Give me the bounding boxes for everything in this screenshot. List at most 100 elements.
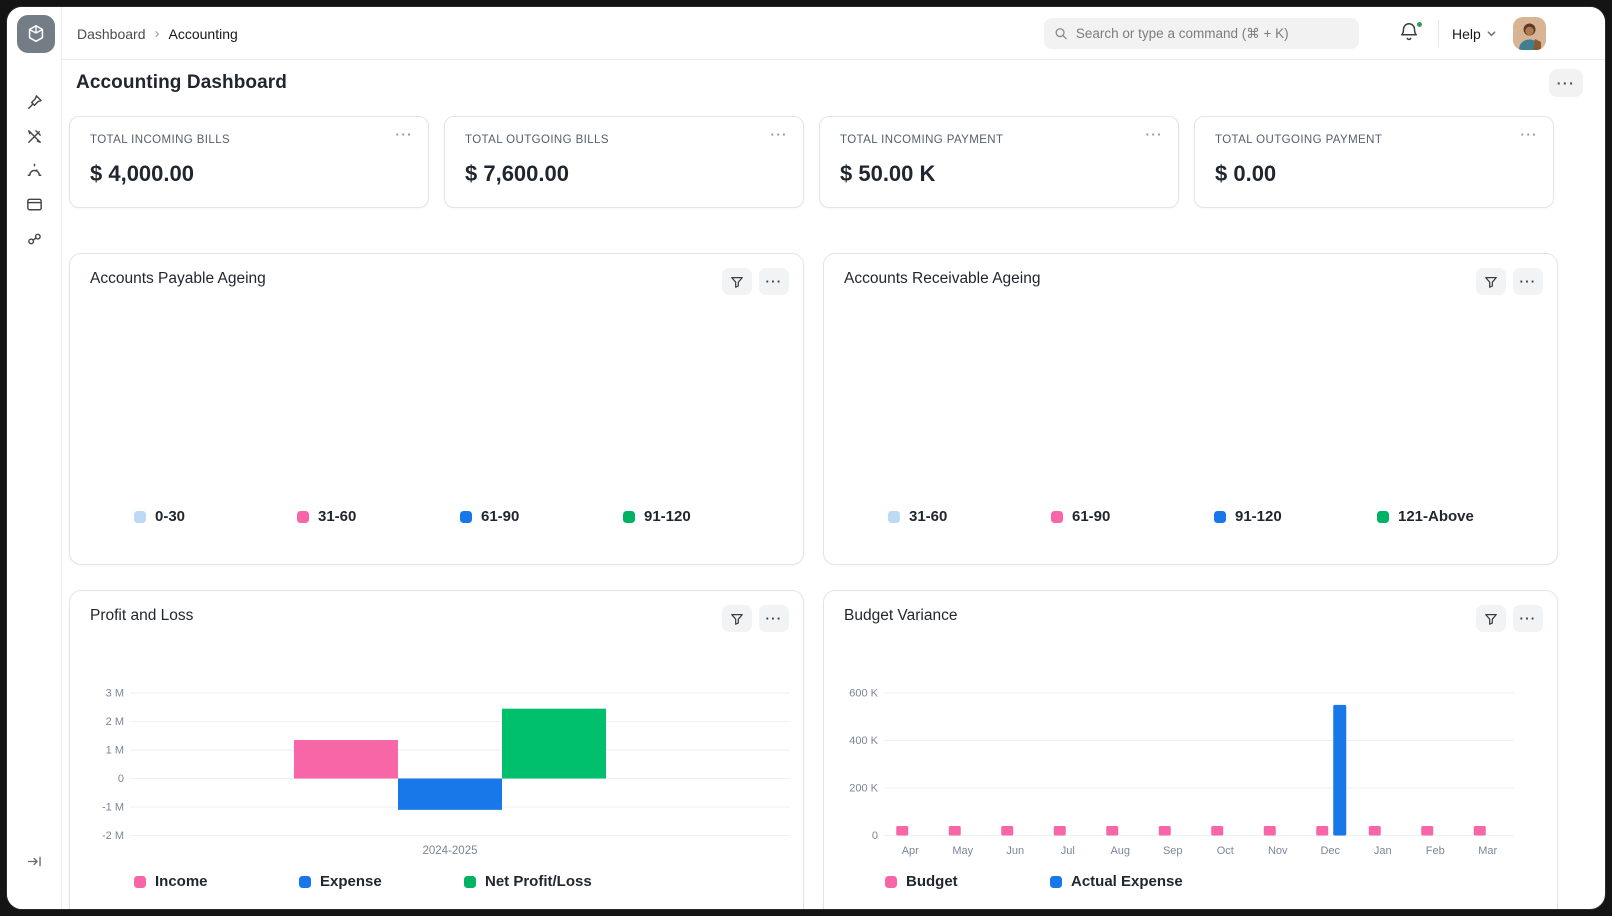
svg-text:-2 M: -2 M [102, 830, 124, 842]
ellipsis-icon: ··· [765, 274, 783, 289]
expand-sidebar-button[interactable] [21, 849, 47, 873]
legend-item: 0-30 [134, 508, 297, 525]
legend-item: 31-60 [297, 508, 460, 525]
legend-swatch [1214, 510, 1226, 523]
ellipsis-icon: ··· [1519, 611, 1537, 626]
sidebar [7, 7, 62, 909]
stat-label: TOTAL INCOMING BILLS [90, 134, 231, 146]
accounts-payable-ageing-card: Accounts Payable Ageing ··· 0-30 31-60 6… [69, 253, 804, 565]
svg-text:3 M: 3 M [106, 688, 124, 700]
chart-menu-button[interactable]: ··· [1513, 605, 1543, 632]
legend-item: 31-60 [888, 508, 1051, 525]
arrow-to-bar-icon [27, 856, 41, 866]
svg-text:1 M: 1 M [106, 745, 124, 757]
svg-text:Jul: Jul [1061, 845, 1075, 857]
legend-swatch [888, 510, 900, 523]
legend-swatch [885, 875, 897, 888]
sidebar-item-connector[interactable] [22, 226, 46, 250]
stat-value: $ 4,000.00 [90, 161, 194, 186]
svg-text:Nov: Nov [1268, 845, 1288, 857]
legend-swatch [464, 875, 476, 888]
bell-icon [1400, 23, 1418, 41]
chart-menu-button[interactable]: ··· [759, 605, 789, 632]
chart-filter-button[interactable] [722, 268, 752, 295]
ellipsis-icon: ··· [1520, 127, 1538, 142]
svg-text:Oct: Oct [1217, 845, 1234, 857]
breadcrumb-dashboard[interactable]: Dashboard [77, 25, 146, 42]
stat-card-total-outgoing-payment: TOTAL OUTGOING PAYMENT $ 0.00 ··· [1194, 116, 1554, 208]
svg-text:2024-2025: 2024-2025 [423, 845, 478, 857]
sidebar-item-bell[interactable] [22, 158, 46, 182]
app-logo[interactable] [17, 15, 55, 53]
chart-legend: Budget Actual Expense [824, 873, 1557, 890]
funnel-icon [731, 276, 743, 288]
card-menu-button[interactable]: ··· [1521, 127, 1539, 142]
card-menu-button[interactable]: ··· [771, 127, 789, 142]
help-menu[interactable]: Help [1452, 7, 1497, 60]
legend-item: 121-Above [1377, 508, 1540, 525]
stat-label: TOTAL OUTGOING PAYMENT [1215, 134, 1383, 146]
legend-item: Net Profit/Loss [464, 873, 629, 890]
user-avatar[interactable] [1513, 17, 1546, 50]
legend-swatch [1377, 510, 1389, 523]
svg-text:Sep: Sep [1163, 845, 1183, 857]
accounts-receivable-ageing-card: Accounts Receivable Ageing ··· 31-60 61-… [823, 253, 1558, 565]
svg-text:0: 0 [872, 830, 878, 842]
legend-swatch [134, 510, 146, 523]
legend-swatch [1050, 875, 1062, 888]
ellipsis-icon: ··· [765, 611, 783, 626]
legend-item: 91-120 [1214, 508, 1377, 525]
chart-filter-button[interactable] [1476, 268, 1506, 295]
sidebar-item-window[interactable] [22, 192, 46, 216]
chart-legend: Income Expense Net Profit/Loss [70, 873, 803, 890]
top-header: Dashboard › Accounting Help [62, 7, 1605, 60]
stat-card-total-outgoing-bills: TOTAL OUTGOING BILLS $ 7,600.00 ··· [444, 116, 804, 208]
svg-text:0: 0 [118, 773, 124, 785]
svg-text:May: May [952, 845, 973, 857]
chart-filter-button[interactable] [1476, 605, 1506, 632]
chart-filter-button[interactable] [722, 605, 752, 632]
sidebar-item-pin[interactable] [22, 90, 46, 114]
card-menu-button[interactable]: ··· [396, 127, 414, 142]
profit-and-loss-card: Profit and Loss ··· 3 M 2 M 1 M 0 -1 M -2 M 20… [69, 590, 804, 909]
chart-title: Profit and Loss [90, 607, 194, 624]
svg-text:Jan: Jan [1374, 845, 1392, 857]
svg-text:2 M: 2 M [106, 716, 124, 728]
sidebar-item-tools[interactable] [22, 124, 46, 148]
chevron-right-icon: › [154, 25, 160, 42]
chart-menu-button[interactable]: ··· [759, 268, 789, 295]
stat-value: $ 50.00 K [840, 161, 936, 186]
legend-item: Actual Expense [1050, 873, 1215, 890]
search-input[interactable] [1075, 26, 1349, 41]
svg-text:-1 M: -1 M [102, 802, 124, 814]
chart-title: Accounts Payable Ageing [90, 270, 266, 287]
notification-dot [1416, 21, 1423, 28]
profit-loss-chart: 3 M 2 M 1 M 0 -1 M -2 M 2024-2025 [102, 688, 790, 857]
cube-icon [28, 24, 44, 43]
legend-item: 91-120 [623, 508, 786, 525]
global-search[interactable] [1044, 18, 1359, 49]
breadcrumb-accounting: Accounting [168, 25, 238, 42]
budget-variance-card: Budget Variance ··· 600 K 400 K 200 K 0 Apr M… [823, 590, 1558, 909]
chart-legend: 31-60 61-90 91-120 121-Above [824, 508, 1557, 525]
svg-text:600 K: 600 K [849, 688, 878, 700]
legend-swatch [623, 510, 635, 523]
legend-swatch [1051, 510, 1063, 523]
pin-icon [27, 94, 42, 109]
legend-item: Income [134, 873, 299, 890]
legend-swatch [297, 510, 309, 523]
svg-text:Feb: Feb [1426, 845, 1445, 857]
chart-title: Accounts Receivable Ageing [844, 270, 1041, 287]
svg-text:Jun: Jun [1006, 845, 1024, 857]
header-divider [1438, 20, 1439, 47]
card-menu-button[interactable]: ··· [1146, 127, 1164, 142]
page-menu-button[interactable]: ··· [1549, 69, 1583, 97]
stat-card-total-incoming-bills: TOTAL INCOMING BILLS $ 4,000.00 ··· [69, 116, 429, 208]
chart-title: Budget Variance [844, 607, 958, 624]
avatar-image [1513, 17, 1546, 50]
stat-label: TOTAL OUTGOING BILLS [465, 134, 609, 146]
chart-menu-button[interactable]: ··· [1513, 268, 1543, 295]
chevron-down-icon [1487, 31, 1496, 37]
svg-text:Aug: Aug [1110, 845, 1130, 857]
notifications-button[interactable] [1398, 21, 1424, 47]
